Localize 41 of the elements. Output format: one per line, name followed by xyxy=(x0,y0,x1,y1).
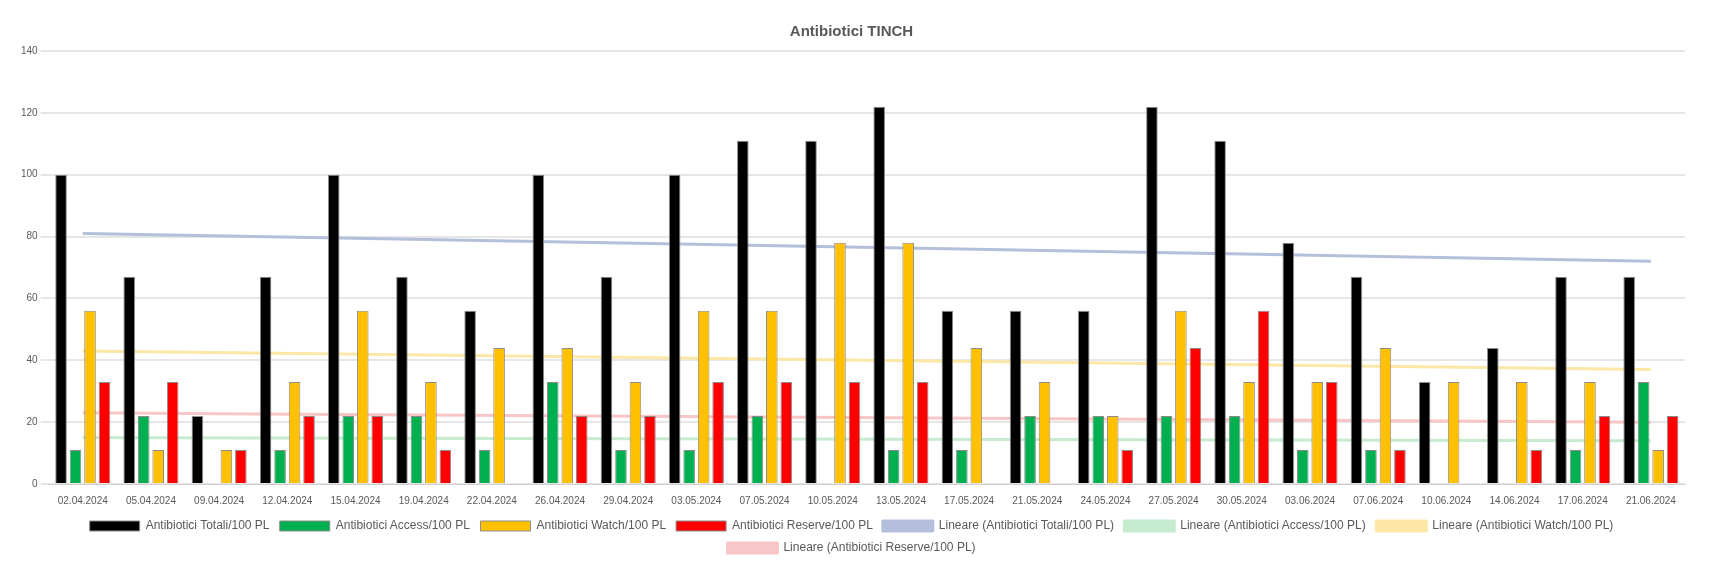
x-tick-label: 17.06.2024 xyxy=(1557,494,1609,506)
x-tick-label: 15.04.2024 xyxy=(330,494,381,506)
y-tick-label: 120 xyxy=(21,106,39,118)
x-tick-label: 21.05.2024 xyxy=(1012,494,1063,506)
legend-label: Lineare (Antibiotici Reserve/100 PL) xyxy=(783,540,976,555)
y-tick-label: 100 xyxy=(21,168,39,180)
x-tick-label: 10.06.2024 xyxy=(1421,494,1472,506)
x-tick-label: 07.05.2024 xyxy=(739,494,791,506)
legend-label: Antibiotici Watch/100 PL xyxy=(536,518,667,533)
x-tick-label: 02.04.2024 xyxy=(57,494,109,506)
legend-label: Antibiotici Access/100 PL xyxy=(335,518,471,533)
x-tick-label: 03.05.2024 xyxy=(671,494,722,506)
x-tick-label: 21.06.2024 xyxy=(1625,494,1677,506)
x-tick-label: 05.04.2024 xyxy=(125,494,177,506)
legend-label: Antibiotici Reserve/100 PL xyxy=(732,518,874,533)
x-tick-label: 14.06.2024 xyxy=(1489,494,1541,506)
legend-label: Antibiotici Totali/100 PL xyxy=(145,518,270,533)
x-tick-label: 09.04.2024 xyxy=(194,494,245,506)
x-tick-label: 07.06.2024 xyxy=(1353,494,1404,506)
x-tick-label: 17.05.2024 xyxy=(944,494,995,506)
x-tick-label: 30.05.2024 xyxy=(1216,494,1268,506)
x-tick-label: 27.05.2024 xyxy=(1148,494,1200,506)
y-tick-label: 60 xyxy=(26,292,39,304)
y-tick-label: 40 xyxy=(26,354,39,366)
y-tick-label: 140 xyxy=(21,44,39,56)
chart-title: Antibiotici TINCH xyxy=(789,22,914,40)
y-tick-label: 80 xyxy=(26,230,39,242)
x-tick-label: 26.04.2024 xyxy=(535,494,586,506)
y-tick-label: 20 xyxy=(26,415,39,427)
x-tick-label: 10.05.2024 xyxy=(807,494,859,506)
legend-label: Lineare (Antibiotici Watch/100 PL) xyxy=(1432,518,1614,533)
x-tick-label: 19.04.2024 xyxy=(398,494,450,506)
x-tick-label: 13.05.2024 xyxy=(875,494,927,506)
y-tick-label: 0 xyxy=(32,477,39,489)
x-tick-label: 03.06.2024 xyxy=(1284,494,1336,506)
x-tick-label: 22.04.2024 xyxy=(466,494,518,506)
x-tick-label: 12.04.2024 xyxy=(262,494,313,506)
legend-label: Lineare (Antibiotici Access/100 PL) xyxy=(1180,518,1366,533)
x-tick-label: 29.04.2024 xyxy=(603,494,654,506)
x-tick-label: 24.05.2024 xyxy=(1080,494,1131,506)
legend-label: Lineare (Antibiotici Totali/100 PL) xyxy=(938,518,1115,533)
